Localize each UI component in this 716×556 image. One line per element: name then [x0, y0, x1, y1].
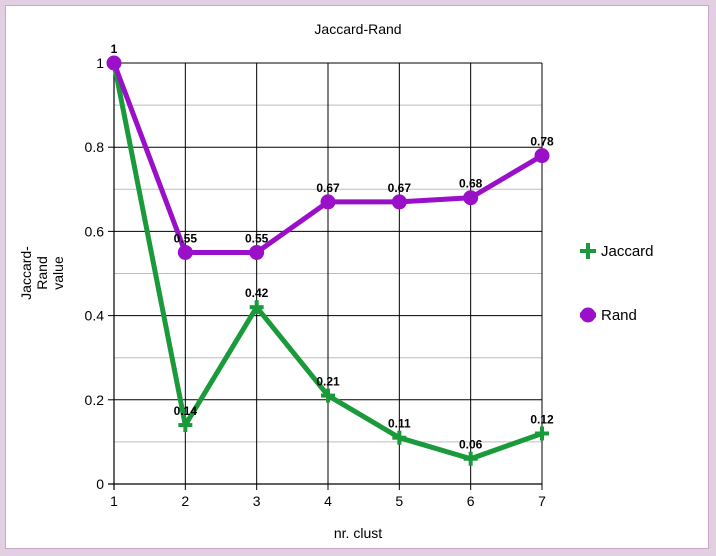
jaccard-point: [463, 451, 478, 466]
jaccard-data-label: 0.12: [530, 412, 554, 426]
rand-point: [463, 190, 479, 206]
legend-item-rand: Rand: [580, 307, 637, 324]
rand-data-label: 0.67: [388, 181, 412, 195]
jaccard-data-label: 0.21: [316, 375, 340, 389]
x-tick-label: 5: [395, 493, 403, 509]
data-labels: 0.14 0.42 0.21 0.11 0.06 0.12 1 0.55 0.55 0.67 0.6…: [111, 42, 554, 452]
y-axis-label-line: value: [50, 256, 66, 290]
jaccard-point: [178, 418, 193, 433]
y-tick-label: 0.8: [85, 139, 105, 155]
rand-point: [177, 244, 193, 260]
y-axis-label-line: Rand: [34, 256, 50, 289]
rand-data-label: 0.78: [530, 135, 554, 149]
y-tick-label: 1: [96, 55, 104, 71]
rand-data-label: 0.68: [459, 177, 483, 191]
chart-title: Jaccard-Rand: [314, 21, 401, 37]
series-layer: [106, 55, 550, 466]
y-axis-label-line: Jaccard-: [18, 246, 34, 300]
x-tick-label: 3: [253, 493, 261, 509]
y-tick-label: 0.6: [85, 223, 105, 239]
rand-point: [391, 194, 407, 210]
rand-point: [534, 148, 550, 164]
x-axis-label: nr. clust: [334, 525, 382, 541]
jaccard-data-label: 0.11: [388, 417, 411, 431]
jaccard-point: [249, 300, 264, 315]
legend-circle-marker: [580, 307, 596, 323]
rand-data-label: 0.55: [245, 231, 269, 245]
rand-data-label: 0.55: [174, 231, 198, 245]
rand-point: [249, 244, 265, 260]
rand-point: [106, 55, 122, 71]
rand-data-label: 1: [111, 42, 118, 56]
y-axis-label-group: Jaccard- Rand value: [18, 246, 66, 300]
plot-axes: [108, 62, 543, 490]
x-tick-label: 1: [110, 493, 118, 509]
plot-grid: [113, 62, 543, 485]
jaccard-point: [535, 426, 549, 441]
rand-data-label: 0.67: [316, 181, 340, 195]
x-tick-label: 7: [538, 493, 546, 509]
x-tick-label: 2: [181, 493, 189, 509]
y-tick-label: 0.4: [85, 308, 105, 324]
y-axis-label: Jaccard- Rand value: [18, 246, 66, 300]
legend-label-jaccard: Jaccard: [601, 243, 654, 260]
y-tick-label: 0: [96, 476, 104, 492]
jaccard-data-label: 0.14: [174, 404, 198, 418]
legend: Jaccard Rand: [580, 243, 654, 324]
jaccard-point: [321, 388, 335, 403]
y-axis-ticks: 0 0.2 0.4 0.6 0.8 1: [85, 55, 105, 492]
legend-item-jaccard: Jaccard: [580, 243, 654, 260]
jaccard-data-label: 0.42: [245, 286, 269, 300]
x-axis-ticks: 1 2 3 4 5 6 7: [110, 493, 546, 509]
rand-point: [320, 194, 336, 210]
x-tick-label: 4: [324, 493, 332, 509]
jaccard-point: [392, 430, 407, 445]
jaccard-data-label: 0.06: [459, 438, 483, 452]
y-tick-label: 0.2: [85, 392, 105, 408]
legend-label-rand: Rand: [601, 307, 637, 324]
x-tick-label: 6: [467, 493, 475, 509]
